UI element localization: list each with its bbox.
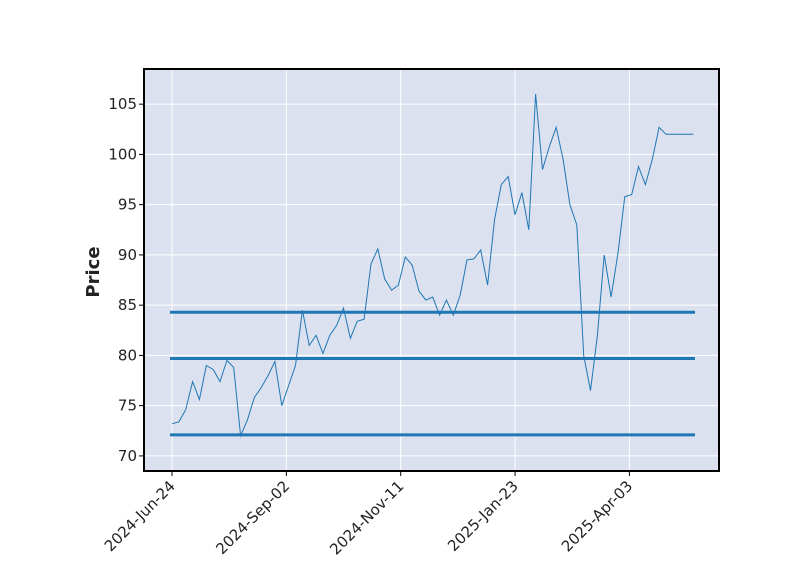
y-tick-label: 70 — [118, 447, 137, 465]
price-series-line — [171, 94, 694, 438]
y-tick-label: 75 — [118, 397, 137, 415]
x-tick-label: 2024-Sep-02 — [212, 477, 293, 558]
plot-background — [144, 69, 719, 471]
plot-frame — [143, 68, 720, 472]
x-tick-label: 2024-Jun-24 — [101, 477, 179, 555]
x-tick-label: 2024-Nov-11 — [326, 477, 407, 558]
y-tick-label: 105 — [108, 95, 137, 113]
y-tick-label: 100 — [108, 145, 137, 163]
y-tick-label: 95 — [118, 196, 137, 214]
grid-lines — [144, 69, 719, 471]
x-tick-label: 2025-Jan-23 — [444, 477, 522, 555]
horizontal-levels — [170, 310, 695, 437]
y-tick-label: 80 — [118, 346, 137, 364]
y-tick-label: 90 — [118, 246, 137, 264]
x-axis-ticks: 2024-Jun-24 2024-Sep-02 2024-Nov-11 2025-Ja… — [101, 471, 636, 558]
y-axis-title: Price — [83, 246, 104, 297]
x-tick-label: 2025-Apr-03 — [558, 477, 636, 555]
y-axis-ticks: 70 75 80 85 90 95 100 105 — [108, 95, 144, 465]
y-tick-label: 85 — [118, 296, 137, 314]
